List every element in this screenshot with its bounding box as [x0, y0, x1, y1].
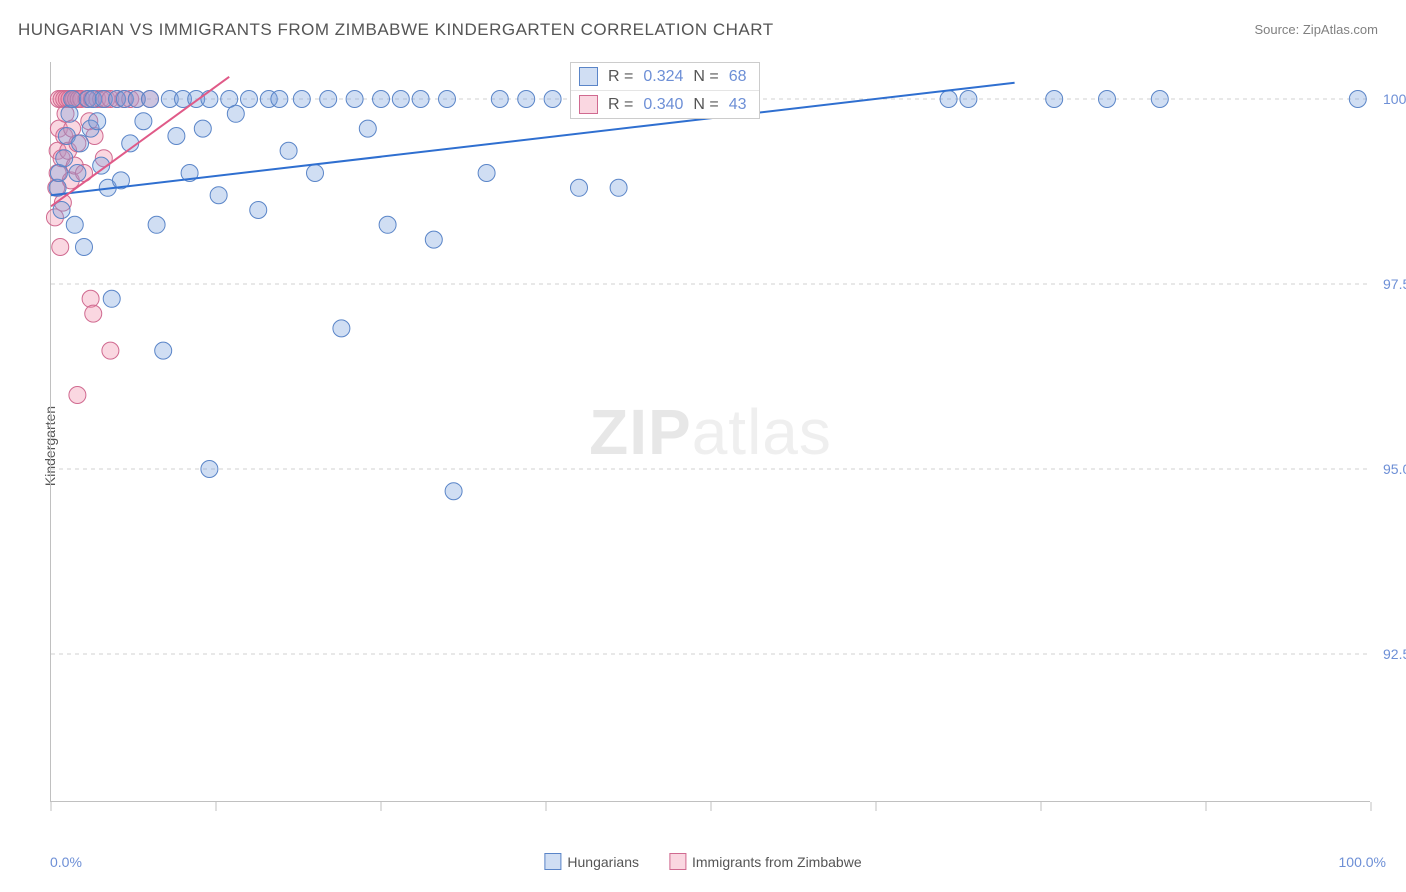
source-prefix: Source:	[1254, 22, 1302, 37]
x-axis-max-label: 100.0%	[1339, 854, 1386, 870]
svg-text:97.5%: 97.5%	[1383, 276, 1406, 292]
legend-item-zimbabwe: Immigrants from Zimbabwe	[669, 853, 862, 870]
r-value-hungarians: 0.324	[643, 68, 683, 86]
swatch-icon	[544, 853, 561, 870]
svg-text:95.0%: 95.0%	[1383, 461, 1406, 477]
legend-label: Immigrants from Zimbabwe	[692, 854, 862, 870]
legend-row-zimbabwe: R = 0.340 N = 43	[571, 90, 759, 118]
n-value-hungarians: 68	[729, 68, 747, 86]
r-value-zimbabwe: 0.340	[643, 96, 683, 114]
legend-row-hungarians: R = 0.324 N = 68	[571, 63, 759, 90]
r-label: R =	[608, 68, 633, 86]
svg-text:100.0%: 100.0%	[1383, 91, 1406, 107]
plot-area: ZIPatlas 92.5%95.0%97.5%100.0%	[50, 62, 1370, 802]
legend-item-hungarians: Hungarians	[544, 853, 639, 870]
swatch-hungarians	[579, 67, 598, 86]
source-link[interactable]: Source: ZipAtlas.com	[1254, 22, 1378, 37]
scatter-svg: 92.5%95.0%97.5%100.0%	[51, 62, 1370, 801]
n-label: N =	[693, 96, 718, 114]
svg-text:92.5%: 92.5%	[1383, 646, 1406, 662]
chart-title: HUNGARIAN VS IMMIGRANTS FROM ZIMBABWE KI…	[18, 20, 774, 40]
swatch-zimbabwe	[579, 95, 598, 114]
legend-label: Hungarians	[567, 854, 639, 870]
correlation-legend: R = 0.324 N = 68 R = 0.340 N = 43	[570, 62, 760, 119]
series-legend: Hungarians Immigrants from Zimbabwe	[544, 853, 861, 870]
x-axis-min-label: 0.0%	[50, 854, 82, 870]
source-name: ZipAtlas.com	[1303, 22, 1378, 37]
n-label: N =	[693, 68, 718, 86]
n-value-zimbabwe: 43	[729, 96, 747, 114]
swatch-icon	[669, 853, 686, 870]
r-label: R =	[608, 96, 633, 114]
